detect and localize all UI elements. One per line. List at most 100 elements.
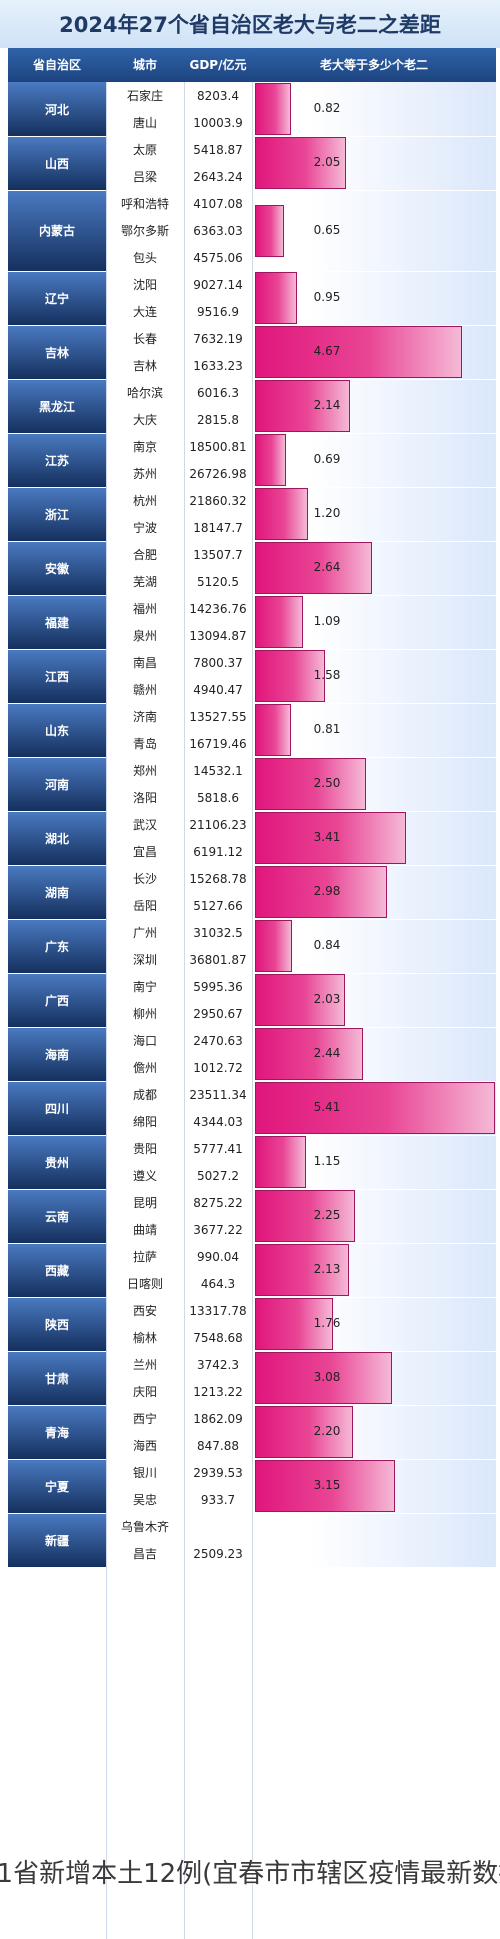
ratio-label: 5.41 bbox=[313, 1100, 341, 1114]
province-cell: 新疆 bbox=[8, 1513, 106, 1567]
gdp-value: 4940.47 bbox=[193, 682, 243, 697]
gdp-value: 4107.08 bbox=[193, 196, 243, 211]
city-name: 洛阳 bbox=[132, 790, 157, 805]
gdp-value: 2950.67 bbox=[193, 1006, 243, 1021]
city-name: 武汉 bbox=[132, 817, 157, 832]
ratio-label: 2.44 bbox=[313, 1046, 341, 1060]
gdp-value: 18500.81 bbox=[189, 439, 247, 454]
city-name: 深圳 bbox=[132, 952, 157, 967]
city-name: 泉州 bbox=[132, 628, 157, 643]
gdp-value: 2470.63 bbox=[193, 1033, 243, 1048]
province-cell: 宁夏 bbox=[8, 1459, 106, 1513]
city-name: 太原 bbox=[132, 142, 157, 157]
city-name: 青岛 bbox=[132, 736, 157, 751]
province-cell: 陕西 bbox=[8, 1297, 106, 1351]
city-name: 昌吉 bbox=[132, 1546, 157, 1561]
province-cell: 辽宁 bbox=[8, 271, 106, 325]
ratio-label: 0.81 bbox=[313, 722, 341, 736]
ratio-label: 0.65 bbox=[313, 222, 341, 237]
gdp-value: 9027.14 bbox=[193, 277, 243, 292]
ratio-label: 2.13 bbox=[313, 1262, 341, 1276]
gdp-value: 5027.2 bbox=[197, 1168, 239, 1183]
ratio-label: 3.41 bbox=[313, 830, 341, 844]
ratio-bar bbox=[255, 1352, 392, 1404]
gdp-value: 21106.23 bbox=[189, 817, 247, 832]
ratio-label: 2.50 bbox=[313, 776, 341, 790]
ratio-bar bbox=[255, 488, 309, 540]
city-name: 日喀则 bbox=[126, 1276, 163, 1291]
city-name: 绵阳 bbox=[132, 1114, 157, 1129]
province-cell: 青海 bbox=[8, 1405, 106, 1459]
ratio-label: 1.20 bbox=[313, 506, 341, 520]
gdp-value: 26726.98 bbox=[189, 466, 247, 481]
ratio-label: 0.84 bbox=[313, 938, 341, 952]
province-cell: 广东 bbox=[8, 919, 106, 973]
gdp-value: 2815.8 bbox=[197, 412, 239, 427]
ratio-label: 0.69 bbox=[313, 452, 341, 466]
header-ratio: 老大等于多少个老二 bbox=[319, 58, 428, 72]
city-name: 沈阳 bbox=[132, 277, 157, 292]
ratio-label: 2.14 bbox=[313, 398, 341, 412]
city-name: 遵义 bbox=[132, 1168, 157, 1183]
ratio-label: 2.03 bbox=[313, 992, 341, 1006]
city-name: 唐山 bbox=[132, 115, 157, 130]
city-name: 宁波 bbox=[132, 520, 157, 535]
city-name: 西安 bbox=[132, 1303, 157, 1318]
gdp-value: 15268.78 bbox=[189, 871, 247, 886]
chart-title: 2024年27个省自治区老大与老二之差距 bbox=[59, 13, 441, 37]
ratio-label: 1.58 bbox=[313, 668, 341, 682]
table-header-row: 省自治区 城市 GDP/亿元 老大等于多少个老二 bbox=[8, 48, 496, 82]
city-name: 成都 bbox=[132, 1087, 157, 1102]
province-cell: 湖南 bbox=[8, 865, 106, 919]
ratio-bar bbox=[255, 758, 366, 810]
ratio-bar bbox=[255, 974, 346, 1026]
overlay-caption: 31省新增本土12例(宜春市市辖区疫情最新数据) bbox=[0, 1859, 500, 1889]
gdp-value: 7800.37 bbox=[193, 655, 243, 670]
province-cell: 贵州 bbox=[8, 1135, 106, 1189]
gdp-value: 13507.7 bbox=[193, 547, 243, 562]
ratio-bar bbox=[255, 137, 346, 189]
city-name: 苏州 bbox=[132, 466, 157, 481]
gdp-value: 5127.66 bbox=[193, 898, 243, 913]
ratio-bar bbox=[255, 1136, 307, 1188]
city-name: 南昌 bbox=[132, 655, 157, 670]
city-name: 鄂尔多斯 bbox=[120, 223, 169, 238]
gdp-value: 7548.68 bbox=[193, 1330, 243, 1345]
ratio-label: 3.15 bbox=[313, 1478, 341, 1492]
gdp-value: 36801.87 bbox=[189, 952, 247, 967]
province-cell: 江西 bbox=[8, 649, 106, 703]
column-divider bbox=[184, 82, 185, 1939]
gdp-value: 6016.3 bbox=[197, 385, 239, 400]
ratio-bar bbox=[255, 434, 286, 486]
city-name: 吉林 bbox=[132, 358, 157, 373]
province-cell: 江苏 bbox=[8, 433, 106, 487]
city-name: 石家庄 bbox=[126, 88, 163, 103]
city-name: 南京 bbox=[132, 439, 157, 454]
ratio-label: 2.05 bbox=[313, 155, 341, 169]
gdp-value: 13317.78 bbox=[189, 1303, 247, 1318]
city-name: 曲靖 bbox=[132, 1222, 157, 1237]
gdp-value: 464.3 bbox=[200, 1276, 236, 1291]
ratio-bar bbox=[255, 1028, 364, 1080]
city-name: 吕梁 bbox=[132, 169, 157, 184]
province-cell: 浙江 bbox=[8, 487, 106, 541]
ratio-label: 1.09 bbox=[313, 614, 341, 628]
header-city: 城市 bbox=[132, 58, 157, 72]
gdp-value: 31032.5 bbox=[193, 925, 243, 940]
city-name: 赣州 bbox=[132, 682, 157, 697]
ratio-bar bbox=[255, 204, 284, 257]
city-name: 呼和浩特 bbox=[120, 196, 169, 211]
gdp-value: 10003.9 bbox=[193, 115, 243, 130]
city-name: 海口 bbox=[132, 1033, 157, 1048]
header-gdp: GDP/亿元 bbox=[189, 58, 247, 72]
gdp-value: 14236.76 bbox=[189, 601, 247, 616]
city-name: 广州 bbox=[132, 925, 157, 940]
ratio-label: 1.76 bbox=[313, 1316, 341, 1330]
city-name: 贵阳 bbox=[132, 1141, 157, 1156]
ratio-bar bbox=[255, 326, 463, 378]
gdp-value: 21860.32 bbox=[189, 493, 247, 508]
city-name: 银川 bbox=[132, 1465, 157, 1480]
city-name: 济南 bbox=[132, 709, 157, 724]
gdp-value: 13527.55 bbox=[189, 709, 247, 724]
gdp-value: 4575.06 bbox=[193, 250, 243, 265]
